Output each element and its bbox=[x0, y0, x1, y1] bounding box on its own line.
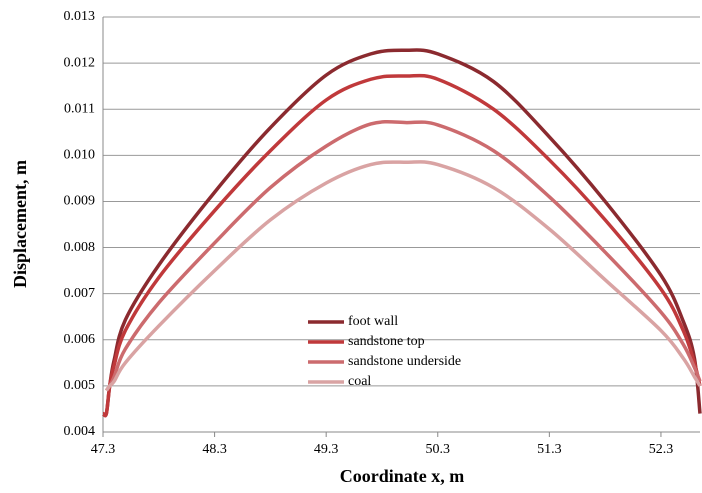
y-tick-label: 0.007 bbox=[64, 286, 96, 301]
legend-label: coal bbox=[348, 374, 371, 389]
legend-label: sandstone top bbox=[348, 334, 425, 349]
y-tick-label: 0.009 bbox=[64, 194, 96, 209]
x-axis-title: Coordinate x, m bbox=[340, 466, 465, 486]
y-tick-label: 0.004 bbox=[64, 424, 96, 439]
series-line bbox=[101, 73, 702, 418]
x-tick-label: 50.3 bbox=[426, 442, 451, 457]
y-axis-title: Displacement, m bbox=[10, 160, 30, 288]
y-tick-label: 0.012 bbox=[64, 55, 96, 70]
series-line bbox=[104, 160, 702, 392]
series-line bbox=[104, 120, 702, 392]
y-tick-label: 0.005 bbox=[64, 378, 96, 393]
y-tick-label: 0.013 bbox=[64, 9, 96, 24]
x-tick-label: 52.3 bbox=[649, 442, 674, 457]
y-tick-label: 0.008 bbox=[64, 240, 96, 255]
y-tick-label: 0.010 bbox=[64, 148, 96, 163]
x-tick-label: 51.3 bbox=[537, 442, 562, 457]
legend-label: foot wall bbox=[348, 314, 398, 329]
x-tick-label: 48.3 bbox=[202, 442, 227, 457]
legend-label: sandstone underside bbox=[348, 354, 461, 369]
y-tick-label: 0.006 bbox=[64, 332, 96, 347]
x-tick-label: 47.3 bbox=[91, 442, 116, 457]
x-tick-label: 49.3 bbox=[314, 442, 339, 457]
y-tick-label: 0.011 bbox=[64, 101, 95, 116]
